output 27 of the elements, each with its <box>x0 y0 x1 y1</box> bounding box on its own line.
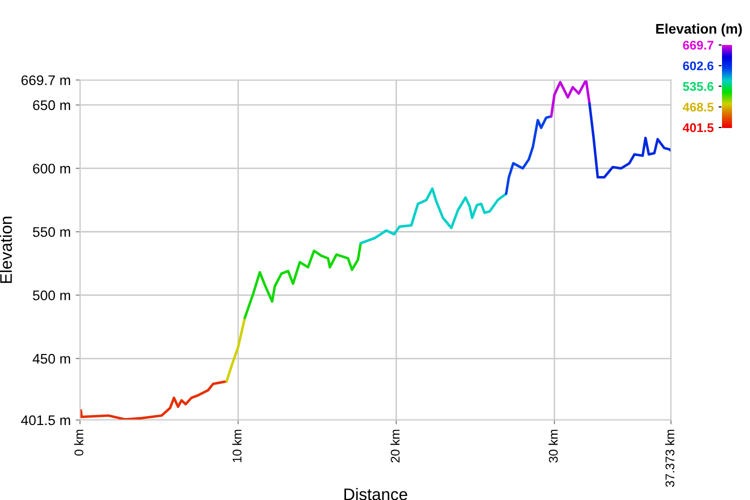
line-series <box>504 115 552 195</box>
x-tick-label: 0 km <box>74 430 84 456</box>
x-tick-label: 37.373 km <box>665 430 674 487</box>
line-series <box>225 316 246 383</box>
x-axis-title: Distance <box>344 488 408 500</box>
y-tick-label: 650 m <box>33 100 70 110</box>
y-tick-label: 401.5 m <box>21 415 70 426</box>
color-bar-label: 669.7 <box>683 40 714 50</box>
y-tick-label: 450 m <box>32 354 70 364</box>
color-bar-label: 602.6 <box>683 61 714 70</box>
line-series <box>550 80 591 118</box>
color-bar-label: 401.5 <box>682 123 714 132</box>
y-axis-title: Elevation <box>0 216 12 283</box>
y-tick-label: 669.7 m <box>21 75 70 86</box>
x-tick-label: 30 km <box>548 430 558 463</box>
line-series <box>359 187 508 244</box>
y-tick-label: 550 m <box>32 227 70 237</box>
line-series <box>244 242 362 320</box>
y-tick-label: 600 m <box>33 164 70 174</box>
color-bar-title: Elevation (m) <box>656 24 742 36</box>
line-series <box>80 380 228 420</box>
y-tick-label: 500 m <box>32 290 70 300</box>
x-tick-label: 10 km <box>232 430 242 462</box>
line-series <box>588 102 671 178</box>
color-bar-label: 535.6 <box>682 82 714 91</box>
color-bar-label: 468.5 <box>682 102 714 112</box>
x-tick-label: 20 km <box>390 430 400 462</box>
